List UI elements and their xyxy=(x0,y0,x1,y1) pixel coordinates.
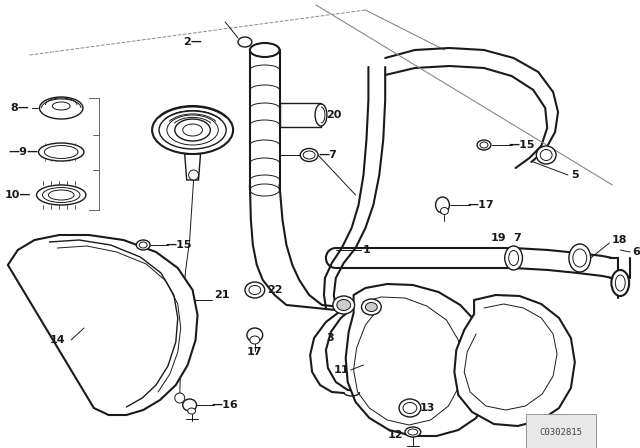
Circle shape xyxy=(175,393,185,403)
Ellipse shape xyxy=(303,151,315,159)
Ellipse shape xyxy=(44,146,78,159)
Text: 12: 12 xyxy=(388,430,404,440)
Ellipse shape xyxy=(152,106,233,154)
Text: —16: —16 xyxy=(211,400,238,410)
Ellipse shape xyxy=(477,140,491,150)
Circle shape xyxy=(189,170,198,180)
Ellipse shape xyxy=(140,242,147,248)
Ellipse shape xyxy=(399,399,420,417)
Text: 14: 14 xyxy=(49,335,65,345)
Ellipse shape xyxy=(249,285,260,294)
Ellipse shape xyxy=(42,188,80,202)
Text: 2—: 2— xyxy=(183,37,202,47)
Text: —9—: —9— xyxy=(8,147,38,157)
Text: C0302815: C0302815 xyxy=(540,427,582,436)
Text: 22: 22 xyxy=(267,285,282,295)
Text: 7: 7 xyxy=(514,233,522,243)
Text: 11: 11 xyxy=(334,365,349,375)
Ellipse shape xyxy=(175,119,211,141)
Ellipse shape xyxy=(569,244,591,272)
Ellipse shape xyxy=(362,299,381,315)
Text: 20: 20 xyxy=(326,110,341,120)
Ellipse shape xyxy=(480,142,488,148)
Text: 17: 17 xyxy=(247,347,262,357)
Ellipse shape xyxy=(247,328,263,342)
Text: 10—: 10— xyxy=(5,190,31,200)
Ellipse shape xyxy=(315,104,327,126)
Text: —15: —15 xyxy=(165,240,191,250)
Text: 8—: 8— xyxy=(10,103,29,113)
Polygon shape xyxy=(346,284,492,436)
Text: 13: 13 xyxy=(420,403,435,413)
Ellipse shape xyxy=(365,302,378,311)
Ellipse shape xyxy=(408,429,418,435)
Ellipse shape xyxy=(49,190,74,200)
Ellipse shape xyxy=(40,97,83,119)
Ellipse shape xyxy=(509,250,518,266)
Ellipse shape xyxy=(183,399,196,411)
Ellipse shape xyxy=(505,246,522,270)
Text: —17: —17 xyxy=(467,200,494,210)
Ellipse shape xyxy=(536,146,556,164)
Text: 4: 4 xyxy=(358,305,365,315)
Ellipse shape xyxy=(183,124,202,136)
Ellipse shape xyxy=(250,336,260,344)
Ellipse shape xyxy=(573,249,587,267)
Text: —15: —15 xyxy=(509,140,535,150)
Ellipse shape xyxy=(405,427,420,437)
Ellipse shape xyxy=(337,300,351,310)
Ellipse shape xyxy=(300,148,318,161)
Ellipse shape xyxy=(159,111,226,149)
Ellipse shape xyxy=(52,102,70,110)
Ellipse shape xyxy=(245,282,265,298)
Ellipse shape xyxy=(440,207,449,215)
Ellipse shape xyxy=(188,408,196,414)
Ellipse shape xyxy=(436,197,449,213)
Text: 3: 3 xyxy=(326,333,333,343)
Text: 6: 6 xyxy=(632,247,640,257)
Polygon shape xyxy=(185,154,200,180)
Ellipse shape xyxy=(403,402,417,414)
Ellipse shape xyxy=(615,275,625,291)
Polygon shape xyxy=(8,235,198,415)
Ellipse shape xyxy=(38,143,84,161)
Ellipse shape xyxy=(250,43,280,57)
Text: 18: 18 xyxy=(611,235,627,245)
Text: —7: —7 xyxy=(318,150,337,160)
Text: 19: 19 xyxy=(491,233,506,243)
Ellipse shape xyxy=(36,185,86,205)
Ellipse shape xyxy=(136,240,150,250)
Text: 5: 5 xyxy=(571,170,579,180)
Polygon shape xyxy=(454,295,575,426)
Text: 1: 1 xyxy=(362,245,370,255)
Ellipse shape xyxy=(167,115,218,145)
Ellipse shape xyxy=(238,37,252,47)
Ellipse shape xyxy=(333,296,355,314)
Polygon shape xyxy=(280,103,321,127)
Text: 21: 21 xyxy=(214,290,230,300)
Ellipse shape xyxy=(611,270,629,296)
Ellipse shape xyxy=(540,150,552,160)
